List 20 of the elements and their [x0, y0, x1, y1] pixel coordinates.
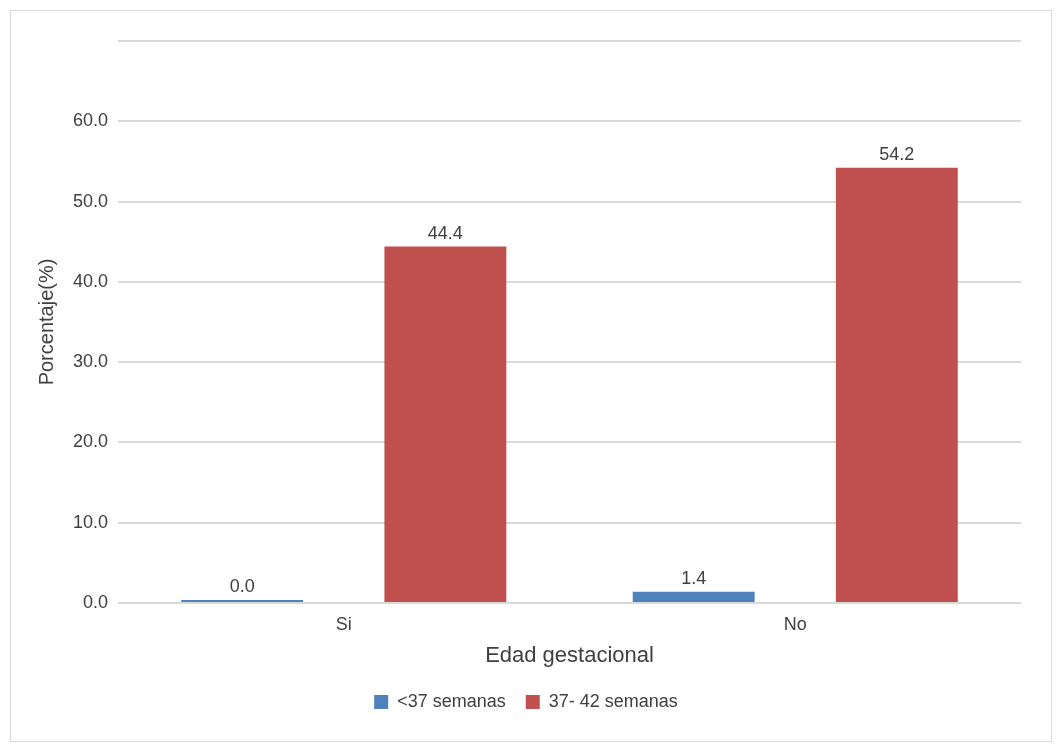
bar	[384, 246, 507, 602]
legend-label: 37- 42 semanas	[548, 690, 678, 711]
x-axis-title: Edad gestacional	[485, 641, 654, 667]
y-tick-label: 40.0	[72, 270, 109, 291]
x-tick-label: No	[783, 613, 807, 634]
x-tick-label: Si	[335, 613, 352, 634]
y-axis-title: Porcentaje(%)	[34, 258, 57, 386]
data-label: 44.4	[427, 222, 463, 243]
data-label: 0.0	[229, 575, 255, 596]
bar	[632, 591, 755, 602]
y-tick-label: 50.0	[72, 190, 109, 211]
y-tick-label: 20.0	[72, 431, 109, 452]
y-tick-label: 60.0	[72, 110, 109, 131]
y-tick-label: 0.0	[83, 591, 109, 612]
y-tick-label: 30.0	[72, 351, 109, 372]
legend-label: <37 semanas	[397, 690, 506, 711]
data-label: 54.2	[879, 143, 915, 164]
y-tick-label: 10.0	[72, 511, 109, 532]
bar	[835, 167, 958, 602]
data-label: 1.4	[681, 567, 707, 588]
